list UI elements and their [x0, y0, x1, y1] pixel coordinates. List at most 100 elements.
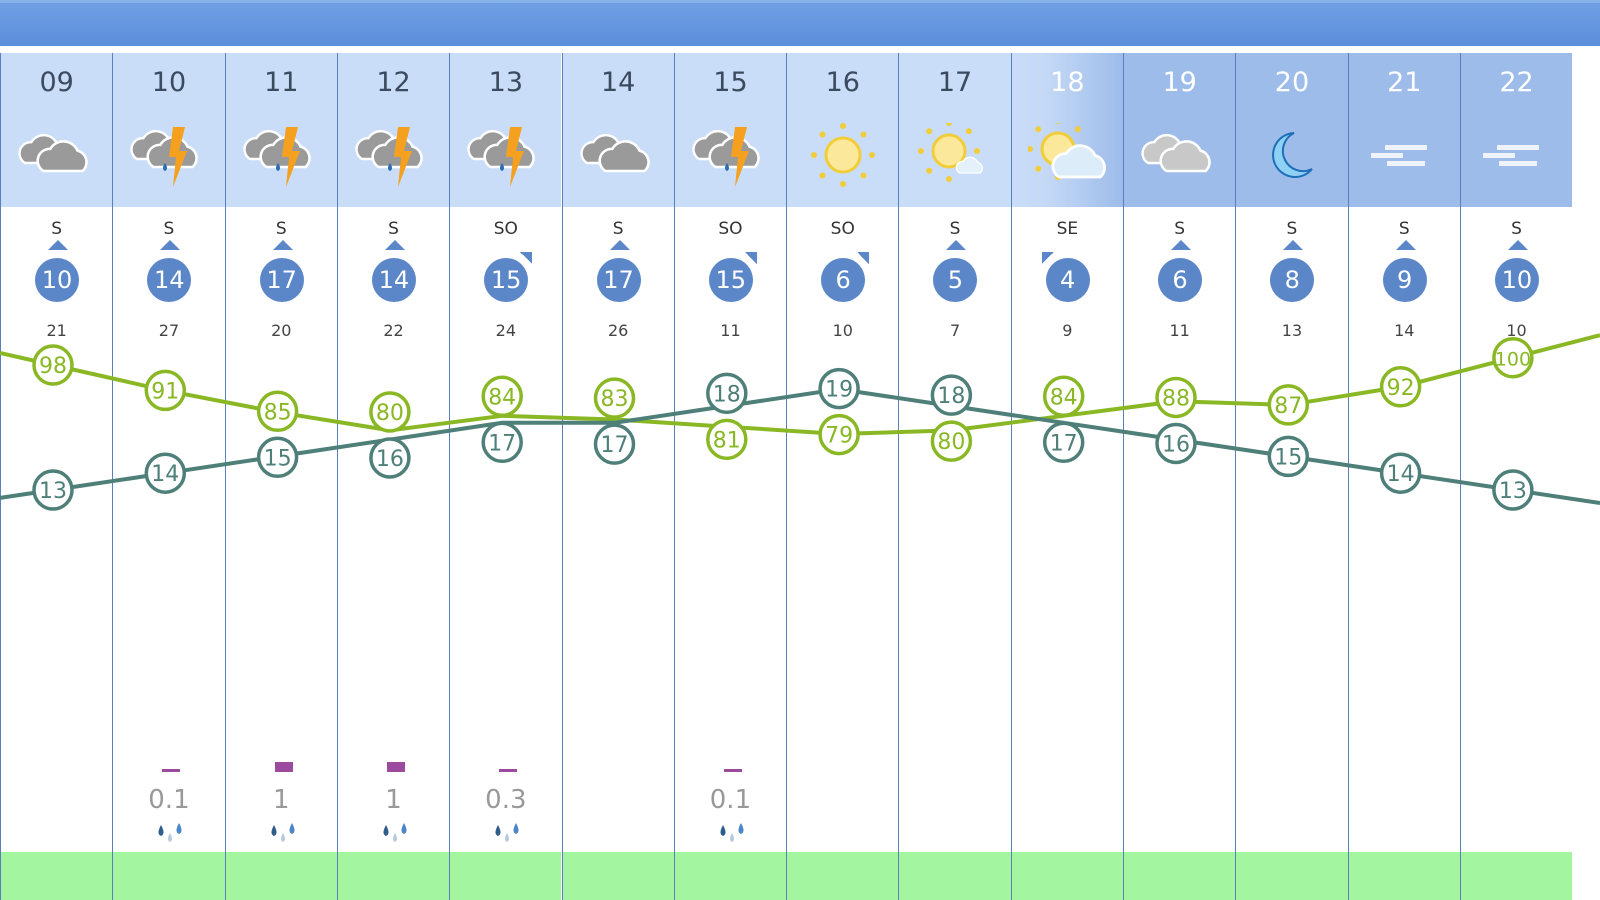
hour-header: 22 — [1460, 53, 1573, 207]
precipitation-bar — [386, 762, 405, 772]
top-bar — [0, 0, 1600, 46]
wind-gust: 11 — [720, 321, 741, 340]
hour-label: 14 — [600, 67, 636, 98]
wind-speed-badge: 17 — [259, 258, 304, 302]
precipitation-bar — [723, 769, 742, 772]
wind-gust: 26 — [607, 321, 629, 340]
precipitation-value: 0.1 — [709, 785, 752, 815]
sun-small-cloud-icon — [915, 120, 995, 193]
hour-label: 09 — [39, 67, 74, 98]
wind-direction: SO — [830, 219, 855, 239]
wind-gust: 10 — [832, 321, 853, 340]
wind-speed-badge: 15 — [708, 258, 753, 302]
wind-direction: S — [949, 219, 961, 239]
wind-speed-badge: 6 — [821, 258, 866, 302]
precipitation-value: 0.3 — [485, 785, 527, 815]
wind-arrow-icon — [384, 240, 405, 250]
precipitation-bar — [274, 762, 293, 772]
wind-arrow-icon — [48, 240, 68, 250]
wind-arrow-icon — [1507, 240, 1528, 250]
status-strip — [225, 852, 337, 900]
cloudy-icon — [17, 123, 97, 193]
precipitation-bar — [162, 769, 181, 772]
hour-column-19: 19 S 6 11 — [1123, 53, 1236, 900]
hour-label: 20 — [1274, 67, 1310, 98]
wind-gust: 14 — [1394, 321, 1415, 340]
wind-arrow-icon — [609, 240, 630, 250]
hour-header: 20 — [1236, 53, 1348, 207]
wind-speed-badge: 5 — [933, 258, 978, 302]
hour-column-13: 13 SO 15 24 0.3 — [449, 53, 562, 900]
hour-label: 11 — [264, 67, 299, 98]
thunderstorm-icon — [691, 123, 771, 193]
wind-gust: 20 — [271, 321, 292, 340]
wind-speed-badge: 17 — [596, 258, 641, 302]
hour-column-20: 20 S 8 13 — [1235, 53, 1348, 900]
wind-arrow-icon — [1395, 240, 1416, 250]
status-strip — [1, 852, 113, 900]
hour-header: 21 — [1348, 53, 1460, 207]
cloudy-icon — [579, 123, 659, 193]
hour-label: 19 — [1162, 67, 1197, 98]
precipitation-value: 0.1 — [148, 785, 190, 815]
status-strip — [562, 852, 674, 900]
wind-direction: S — [1511, 219, 1522, 239]
wind-gust: 10 — [1506, 321, 1527, 340]
hour-label: 16 — [825, 67, 860, 98]
hour-column-22: 22 S 10 10 — [1459, 53, 1573, 900]
fog-icon — [1477, 123, 1557, 193]
wind-speed-badge: 10 — [35, 258, 79, 302]
status-strip — [450, 852, 562, 900]
wind-speed-badge: 9 — [1382, 258, 1427, 302]
wind-gust: 21 — [46, 321, 67, 340]
rain-drops-icon — [490, 821, 524, 847]
thunderstorm-icon — [466, 123, 546, 193]
hour-header: 19 — [1124, 53, 1236, 207]
hour-label: 15 — [713, 67, 748, 98]
wind-direction: S — [275, 219, 287, 239]
hour-column-12: 12 S 14 22 1 — [336, 53, 450, 900]
wind-gust: 24 — [495, 321, 517, 340]
hour-header: 17 — [899, 53, 1011, 207]
wind-gust: 27 — [158, 321, 180, 340]
rain-drops-icon — [266, 821, 300, 847]
wind-direction: S — [388, 219, 399, 239]
wind-direction: S — [163, 219, 175, 239]
hour-header: 14 — [562, 53, 674, 207]
hour-label: 21 — [1387, 67, 1422, 98]
wind-arrow-icon — [744, 252, 757, 264]
wind-direction: S — [1398, 219, 1410, 239]
hour-header: 15 — [674, 53, 787, 207]
wind-direction: SO — [718, 219, 743, 239]
hour-column-11: 11 S 17 20 1 — [224, 53, 337, 900]
wind-gust: 13 — [1281, 321, 1303, 340]
wind-direction: S — [612, 219, 624, 239]
hour-label: 13 — [488, 67, 524, 98]
hour-header: 12 — [337, 53, 450, 207]
wind-gust: 7 — [949, 321, 961, 340]
wind-speed-badge: 15 — [484, 258, 529, 302]
hour-label: 17 — [937, 67, 973, 98]
hour-column-16: 16 SO 6 10 — [786, 53, 899, 900]
hour-label: 12 — [376, 67, 411, 98]
wind-speed-badge: 14 — [147, 258, 192, 302]
sun-icon — [803, 123, 883, 193]
fog-icon — [1365, 123, 1445, 193]
wind-arrow-icon — [1283, 240, 1304, 250]
hour-header: 09 — [1, 53, 113, 207]
hour-column-15: 15 SO 15 11 0.1 — [673, 53, 787, 900]
rain-drops-icon — [378, 821, 412, 847]
wind-arrow-icon — [272, 240, 293, 250]
hour-column-18: 18 SE 4 9 — [1010, 53, 1123, 900]
wind-direction: S — [51, 219, 63, 239]
wind-speed-badge: 14 — [371, 258, 416, 302]
hour-header: 13 — [450, 53, 562, 207]
rain-drops-icon — [153, 821, 187, 847]
hour-label: 10 — [151, 67, 187, 98]
wind-arrow-icon — [520, 252, 533, 264]
wind-arrow-icon — [160, 240, 181, 250]
sun-cloud-icon — [1026, 118, 1108, 193]
thunderstorm-icon — [129, 123, 209, 193]
wind-arrow-icon — [1171, 240, 1191, 250]
hour-column-21: 21 S 9 14 — [1347, 53, 1460, 900]
